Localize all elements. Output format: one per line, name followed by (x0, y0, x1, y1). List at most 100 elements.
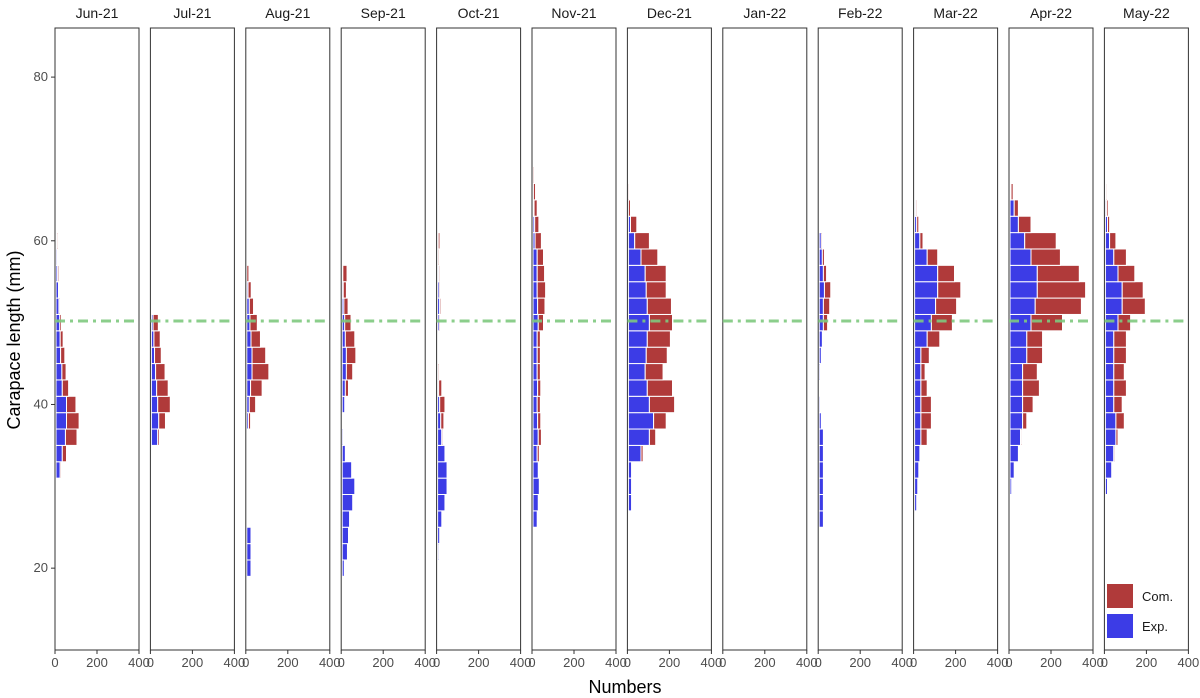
legend-swatch-com (1107, 584, 1133, 608)
x-tick-label: 200 (1136, 655, 1158, 670)
bar-exp (532, 428, 539, 446)
bar-com (920, 412, 932, 430)
x-tick-label: 0 (338, 655, 345, 670)
bar-exp (55, 461, 61, 479)
bar-com (536, 281, 547, 299)
bar-com (926, 248, 939, 266)
bar-com (56, 232, 59, 250)
bar-exp (818, 412, 822, 430)
bar-com (822, 297, 831, 315)
x-tick-label: 200 (86, 655, 108, 670)
bar-com (61, 379, 70, 397)
y-axis-title: Carapace length (mm) (4, 250, 24, 429)
bar-com (534, 215, 540, 234)
bar-exp (532, 461, 539, 479)
bar-com (820, 232, 823, 250)
x-tick-label: 200 (277, 655, 299, 670)
bar-exp (818, 281, 825, 299)
bar-exp (532, 494, 539, 512)
bar-com (439, 297, 442, 315)
bar-com (627, 199, 632, 217)
bar-com (646, 379, 673, 397)
bar-exp (914, 330, 928, 348)
bar-exp (818, 461, 824, 479)
bar-exp (437, 444, 446, 463)
bar-com (916, 215, 920, 234)
bar-com (345, 346, 357, 365)
bar-exp (150, 444, 153, 463)
bar-com (437, 346, 440, 365)
x-tick-label: 0 (242, 655, 249, 670)
bar-com (536, 346, 541, 365)
bar-exp (818, 346, 822, 365)
bar-com (823, 281, 832, 299)
x-axis-title: Numbers (588, 677, 661, 697)
bar-com (1026, 330, 1044, 348)
bar-com (1036, 264, 1080, 283)
bar-com (61, 363, 67, 381)
bar-exp (246, 379, 252, 397)
bar-exp (914, 379, 922, 397)
legend-swatch-exp (1107, 614, 1133, 638)
bar-exp (532, 510, 538, 528)
bar-exp (150, 297, 153, 315)
bar-exp (55, 363, 63, 381)
bar-com (247, 281, 252, 299)
bar-exp (1009, 477, 1013, 496)
bar-com (344, 313, 352, 332)
bar-com (59, 313, 62, 332)
bar-exp (1009, 363, 1024, 381)
bar-exp (1104, 281, 1123, 299)
bar-com (1030, 248, 1061, 266)
panel-jan-22: Jan-22 0 200 400 (719, 5, 817, 670)
panel-title: Mar-22 (933, 5, 978, 21)
bar-exp (1104, 461, 1113, 479)
bar-com (58, 281, 60, 299)
bar-exp (818, 395, 821, 414)
bar-exp (818, 477, 824, 496)
bar-exp (627, 494, 633, 512)
bar-com (645, 346, 668, 365)
panel-title: Feb-22 (838, 5, 883, 21)
bar-exp (627, 281, 647, 299)
bar-exp (246, 330, 252, 348)
bar-com (1113, 363, 1125, 381)
bar-com (532, 183, 537, 201)
bar-com (58, 297, 61, 315)
bar-exp (246, 526, 252, 545)
bar-com (437, 363, 440, 381)
bar-exp (914, 232, 921, 250)
panel-border (436, 27, 522, 651)
bar-exp (1104, 395, 1115, 414)
bar-exp (818, 494, 824, 512)
bar-exp (150, 428, 159, 446)
bar-exp (818, 313, 824, 332)
bar-com (653, 412, 667, 430)
bar-com (644, 264, 667, 283)
bar-exp (1104, 232, 1111, 250)
bar-com (250, 379, 263, 397)
bar-com (1105, 199, 1109, 217)
bar-com (630, 215, 638, 234)
bar-exp (1104, 330, 1115, 348)
bar-com (66, 395, 77, 414)
bar-com (920, 428, 928, 446)
bar-com (536, 363, 541, 381)
bar-exp (532, 477, 540, 496)
bar-com (1117, 313, 1132, 332)
panel-border (149, 27, 235, 651)
x-tick-label: 0 (1101, 655, 1108, 670)
x-tick-label: 400 (414, 655, 436, 670)
bar-exp (1009, 281, 1038, 299)
bar-com (536, 330, 541, 348)
bar-com (59, 330, 64, 348)
bar-exp (914, 363, 922, 381)
panel-jul-21: Jul-21 0 200 400 (147, 5, 245, 670)
bar-exp (532, 248, 538, 266)
x-tick-label: 200 (754, 655, 776, 670)
bar-com (920, 363, 926, 381)
bar-exp (914, 494, 918, 512)
bar-exp (532, 444, 538, 463)
bar-com (437, 232, 441, 250)
bar-exp (532, 526, 535, 545)
